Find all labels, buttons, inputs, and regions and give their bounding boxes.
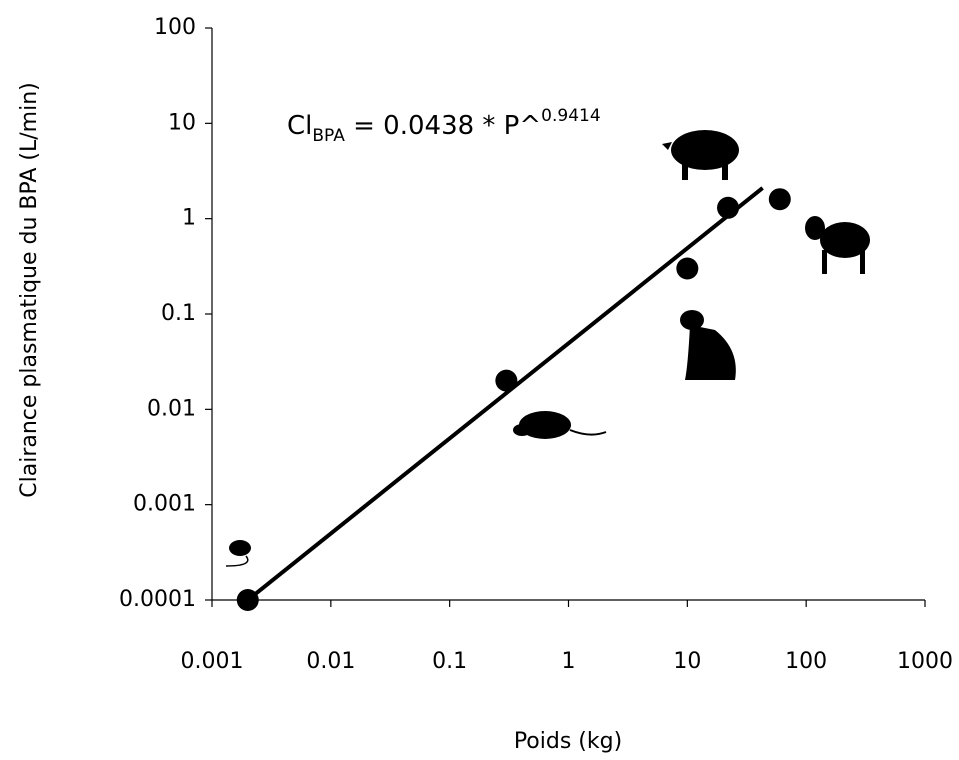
- y-tick-label: 0.001: [133, 492, 196, 517]
- y-tick-label: 0.1: [161, 301, 196, 326]
- data-point: [676, 257, 699, 280]
- x-tick-label: 1000: [897, 649, 953, 674]
- equation-main: Cl: [287, 111, 312, 141]
- equation-subscript: BPA: [312, 126, 345, 146]
- pig-icon: [662, 130, 739, 180]
- y-tick-label: 0.01: [147, 396, 196, 421]
- data-point: [768, 188, 791, 211]
- x-tick-label: 1: [562, 649, 576, 674]
- x-tick-label: 0.01: [306, 649, 355, 674]
- equation: ClBPA = 0.0438 * P^0.9414: [287, 106, 601, 146]
- y-tick-label: 1: [182, 206, 196, 231]
- fit-line: [246, 186, 764, 602]
- y-axis-label: Clairance plasmatique du BPA (L/min): [17, 82, 42, 498]
- x-tick-label: 0.1: [432, 649, 467, 674]
- equation-superscript: 0.9414: [541, 106, 600, 126]
- y-tick-label: 0.0001: [119, 587, 196, 612]
- y-tick-label: 10: [168, 110, 196, 135]
- x-tick-label: 100: [785, 649, 827, 674]
- y-tick-label: 100: [154, 15, 196, 40]
- equation-rest: = 0.0438 * P^: [345, 111, 541, 141]
- x-tick-label: 0.001: [181, 649, 244, 674]
- sheep-icon: [805, 216, 870, 274]
- x-axis-label: Poids (kg): [514, 729, 622, 754]
- animal-icons: [225, 130, 870, 567]
- mouse-icon: [225, 540, 251, 567]
- rat-icon: [513, 411, 607, 439]
- dog-icon: [680, 310, 736, 380]
- x-tick-label: 10: [673, 649, 701, 674]
